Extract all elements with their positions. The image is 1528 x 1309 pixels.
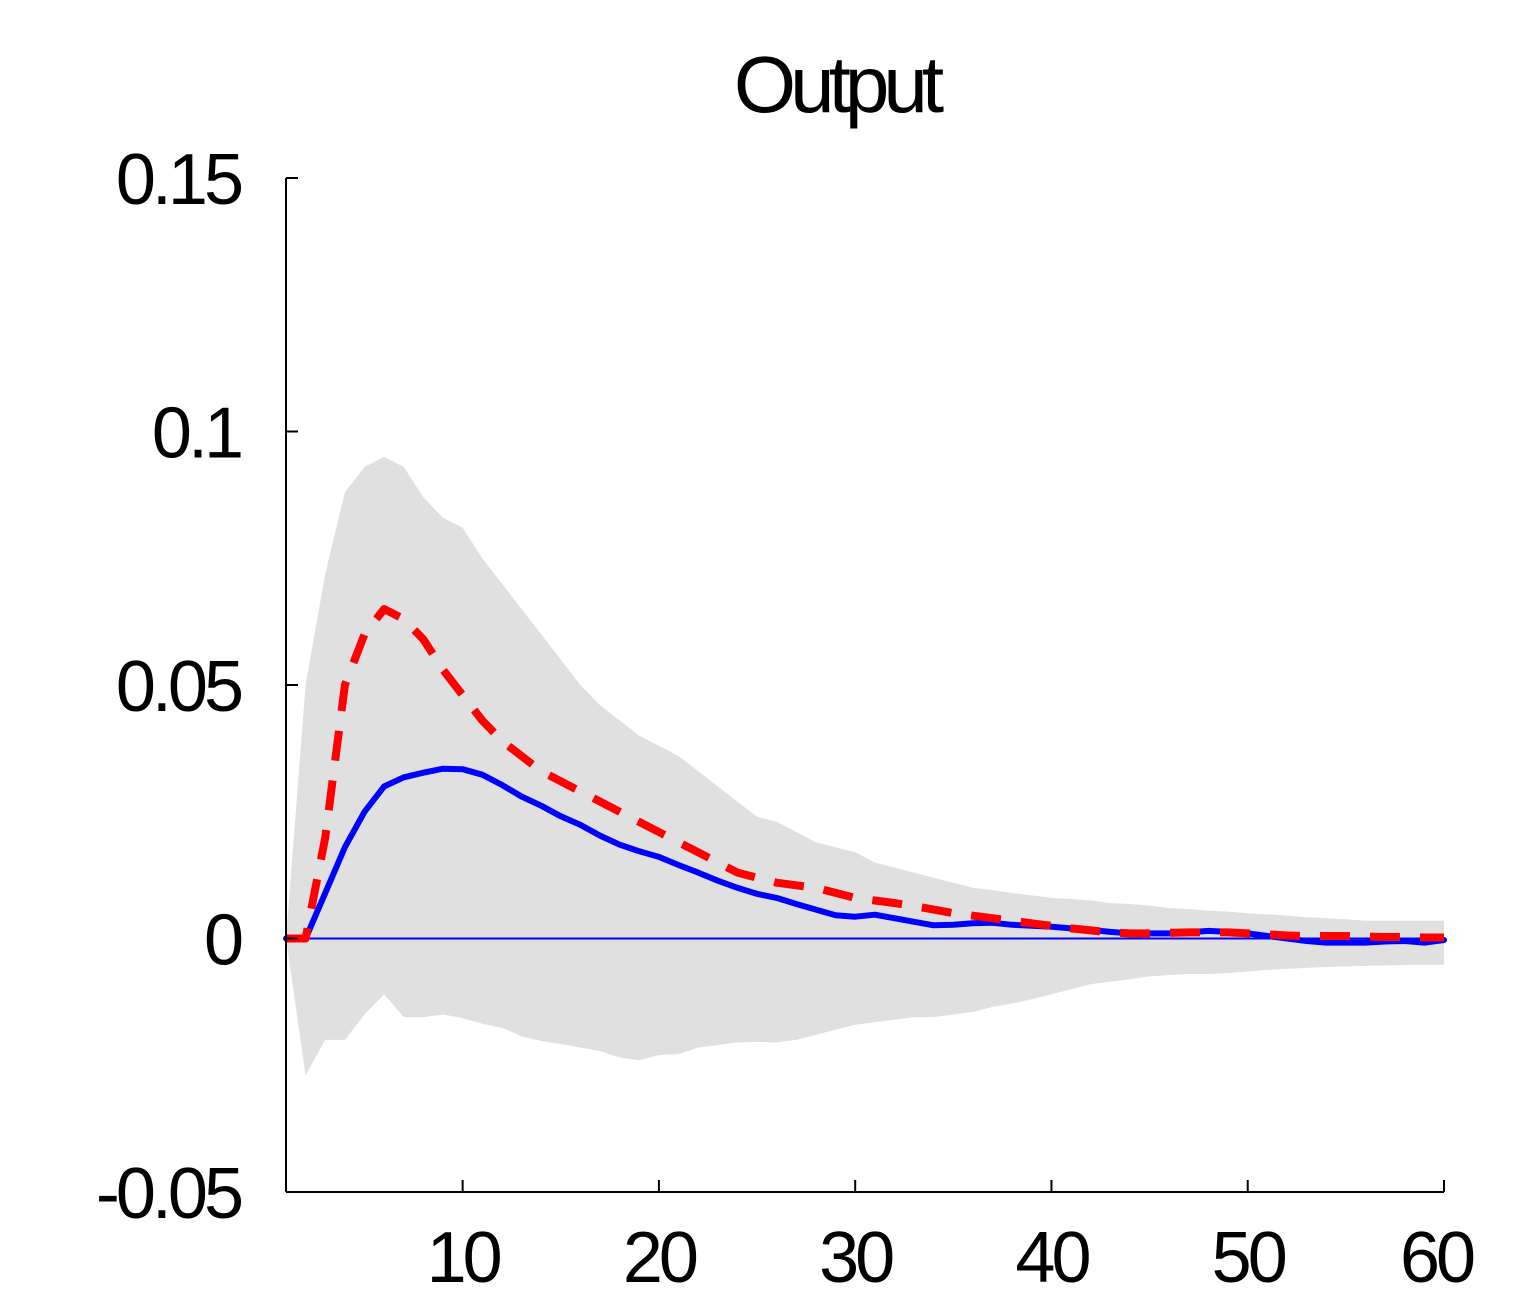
x-tick-label: 40 — [1015, 1218, 1089, 1298]
y-axis: -0.05 0 0.05 0.1 0.15 — [96, 140, 298, 1234]
series-solid-line — [283, 765, 1447, 946]
x-axis: 10 20 30 40 50 60 — [286, 1180, 1478, 1298]
x-tick-label: 60 — [1400, 1218, 1474, 1298]
y-tick-label: 0.15 — [116, 140, 242, 220]
y-tick-label: -0.05 — [96, 1154, 242, 1234]
x-tick-label: 50 — [1212, 1218, 1286, 1298]
confidence-band — [286, 456, 1444, 1076]
y-tick-label: 0.05 — [116, 647, 242, 727]
y-tick-label: 0.1 — [152, 394, 241, 474]
x-tick-label: 30 — [819, 1218, 893, 1298]
x-tick-label: 20 — [623, 1218, 697, 1298]
plot-area — [283, 456, 1447, 1076]
series-dashed-line — [286, 605, 1444, 943]
x-tick-label: 10 — [427, 1218, 501, 1298]
chart-title: Output — [734, 40, 944, 129]
y-tick-label: 0 — [204, 901, 242, 981]
